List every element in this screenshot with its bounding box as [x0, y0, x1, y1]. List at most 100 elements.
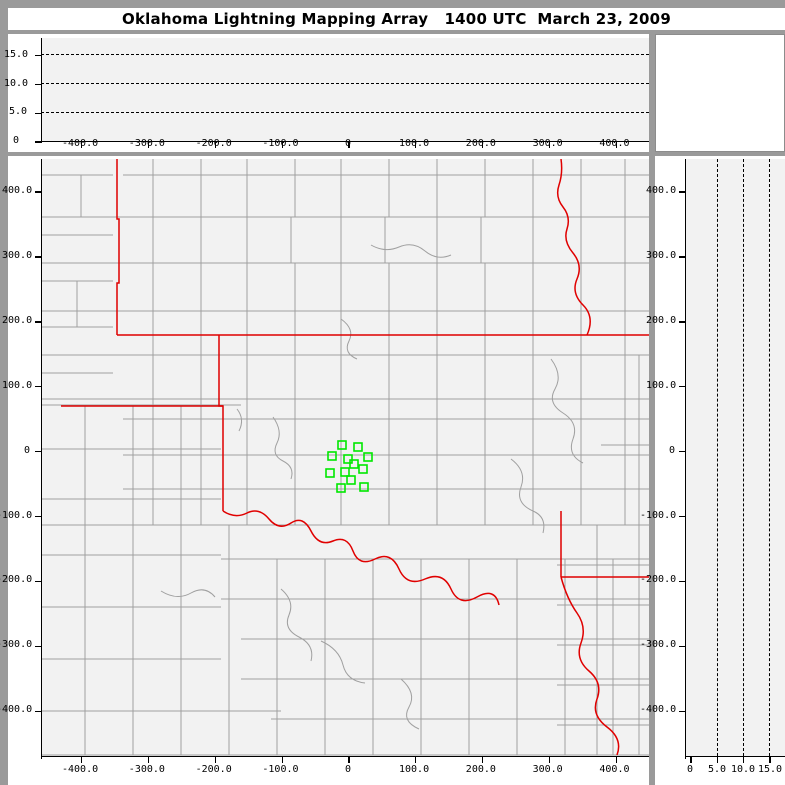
map-xtick--200 — [214, 757, 217, 763]
gridline-10 — [41, 83, 649, 85]
right-ytick-300 — [679, 256, 686, 258]
map-y-axis — [41, 159, 43, 759]
top-ylabel-15: 15.0 — [4, 48, 29, 60]
state-boundaries — [61, 159, 649, 756]
right-ylabel-300: 300.0 — [646, 249, 677, 261]
right-x-axis — [685, 756, 785, 758]
right-xtick-15 — [769, 757, 771, 763]
top-x-axis — [41, 141, 649, 143]
right-ylabel--400: -400.0 — [640, 704, 677, 716]
top-ytick-5 — [35, 112, 42, 114]
top-ylabel-10: 10.0 — [4, 77, 29, 89]
map-xlabel-0: 0 — [345, 764, 352, 775]
top-xlabel-200: 200.0 — [465, 138, 496, 149]
map-xtick--400 — [81, 757, 83, 763]
map-ylabel-200: 200.0 — [2, 314, 33, 326]
map-xlabel-300: 300.0 — [532, 764, 563, 775]
gridline-10 — [742, 159, 744, 756]
top-xtick--100 — [281, 142, 283, 148]
right-ylabel-100: 100.0 — [646, 379, 677, 391]
top-ytick-0 — [35, 141, 42, 143]
map-ytick-100 — [35, 386, 42, 388]
top-xtick--200 — [214, 142, 217, 148]
map-panel: 400.0 300.0 200.0 100.0 0 -100.0 -200.0 … — [0, 156, 649, 785]
map-ytick--400 — [35, 710, 42, 712]
map-xlabel-100: 100.0 — [399, 764, 430, 775]
map-ylabel-400: 400.0 — [2, 185, 33, 196]
top-xlabel--300: -300.0 — [128, 138, 165, 149]
title-bar: Oklahoma Lightning Mapping Array 1400 UT… — [8, 8, 785, 30]
map-xtick-300 — [548, 757, 551, 763]
right-ytick--100 — [679, 515, 686, 518]
map-ytick-0 — [35, 451, 42, 453]
map-ylabel--400: -400.0 — [0, 704, 33, 716]
source-marker — [327, 451, 337, 461]
right-ytick--200 — [679, 580, 686, 583]
right-ylabel--100: -100.0 — [640, 509, 677, 521]
gridline-15 — [769, 159, 771, 756]
map-ylabel--100: -100.0 — [0, 509, 33, 521]
top-ytick-15 — [35, 54, 42, 57]
map-xlabel--300: -300.0 — [128, 764, 165, 775]
map-plot-area[interactable] — [41, 159, 649, 756]
gridline-5 — [716, 159, 718, 756]
source-marker — [336, 483, 346, 493]
top-xtick-400 — [615, 142, 617, 148]
map-background — [41, 159, 649, 756]
source-marker — [325, 468, 335, 478]
map-ylabel-0: 0 — [24, 444, 31, 456]
map-xtick-400 — [615, 757, 617, 763]
top-xtick--300 — [147, 142, 150, 148]
map-xtick-200 — [481, 757, 484, 763]
top-plot-area — [41, 38, 649, 142]
map-xlabel--100: -100.0 — [262, 764, 299, 775]
source-marker — [340, 467, 350, 477]
right-ylabel--300: -300.0 — [640, 639, 677, 651]
right-ytick-0 — [679, 451, 686, 453]
right-ytick-200 — [679, 321, 686, 323]
map-ytick-400 — [35, 191, 42, 193]
top-y-axis — [41, 38, 43, 142]
source-marker — [359, 482, 369, 492]
right-ylabel-200: 200.0 — [646, 314, 677, 326]
map-xtick-0 — [348, 757, 350, 763]
right-xtick-5 — [716, 757, 718, 763]
top-ylabel-0: 0 — [13, 135, 20, 146]
lightning-source-markers — [325, 440, 373, 493]
right-panel-altitude-vs-north-south: 400.0 300.0 200.0 100.0 0 -100.0 -200.0 … — [640, 156, 785, 785]
right-ylabel-400: 400.0 — [646, 185, 677, 196]
right-y-axis — [685, 159, 687, 759]
top-panel-altitude-vs-east-west: 0 5.0 10.0 15.0 -400.0 -300.0 -200.0 -10… — [4, 34, 649, 152]
top-xtick--400 — [81, 142, 83, 148]
right-ytick-100 — [679, 386, 686, 388]
top-xtick-0 — [348, 142, 350, 148]
map-ytick--100 — [35, 515, 42, 518]
right-xlabel-0: 0 — [687, 764, 694, 775]
top-xtick-200 — [481, 142, 484, 148]
map-ylabel-100: 100.0 — [2, 379, 33, 391]
top-xlabel-300: 300.0 — [532, 138, 563, 149]
top-right-blank-panel — [655, 34, 785, 152]
top-ytick-10 — [35, 83, 42, 86]
top-xlabel--400: -400.0 — [62, 138, 99, 149]
right-ytick--400 — [679, 710, 686, 712]
source-marker — [343, 454, 353, 464]
map-ytick-200 — [35, 321, 42, 323]
right-xlabel-5: 5.0 — [708, 764, 727, 775]
source-marker — [337, 440, 347, 450]
gridline-5 — [41, 112, 649, 114]
map-ytick--300 — [35, 645, 42, 648]
source-marker — [353, 442, 363, 452]
source-marker — [349, 459, 359, 469]
map-xtick-100 — [415, 757, 417, 763]
top-xtick-100 — [415, 142, 417, 148]
right-xlabel-15: 15.0 — [758, 764, 783, 775]
map-ylabel-300: 300.0 — [2, 249, 33, 261]
source-marker — [358, 464, 368, 474]
right-ytick--300 — [679, 645, 686, 648]
map-xtick--300 — [147, 757, 150, 763]
map-xtick--100 — [281, 757, 283, 763]
top-xlabel--200: -200.0 — [195, 138, 232, 149]
right-plot-area — [685, 159, 785, 756]
